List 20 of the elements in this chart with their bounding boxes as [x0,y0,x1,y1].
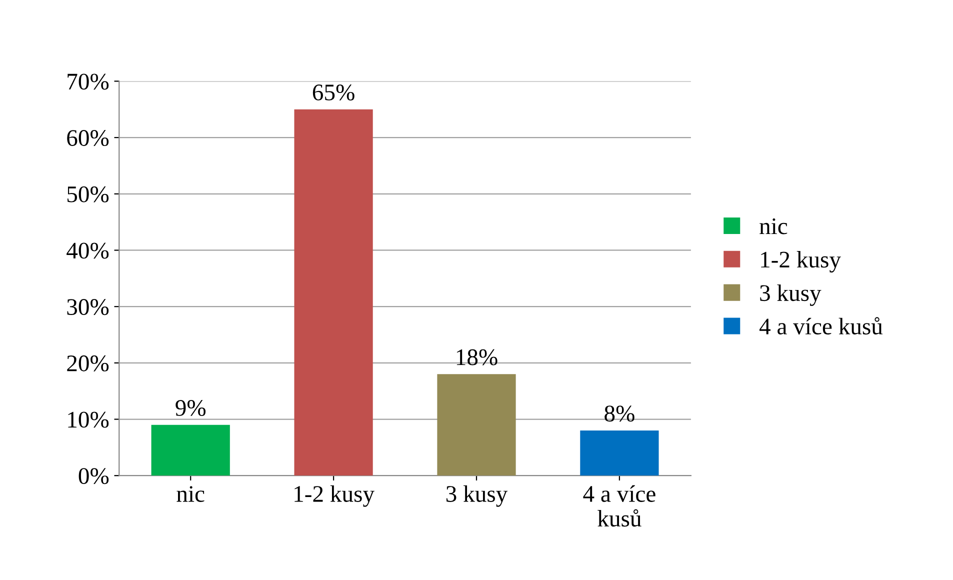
y-tick-label: 60% [67,130,109,146]
y-tick-label: 20% [67,355,109,372]
legend-label: nic [760,218,788,234]
data-label: 8% [604,406,634,422]
y-tick-label: 0% [78,468,109,484]
legend-label: 3 kusy [760,284,822,306]
legend-label: 4 a více kusů [759,317,883,334]
data-label: 18% [456,349,498,366]
y-tick-label: 70% [68,74,109,90]
y-tick-label: 30% [67,299,109,316]
legend-label: 1-2 kusy [761,251,841,272]
x-tick-label: 3 kusy [446,485,508,507]
data-label: 65% [312,84,354,100]
y-tick-label: 10% [68,412,109,428]
data-label: 9% [176,400,206,416]
x-tick-label: 4 a více kusů [583,485,656,527]
y-tick-label: 50% [67,186,109,202]
x-tick-label: 1-2 kusy [294,485,374,507]
y-tick-label: 40% [66,242,109,259]
x-tick-label: nic [176,486,204,502]
